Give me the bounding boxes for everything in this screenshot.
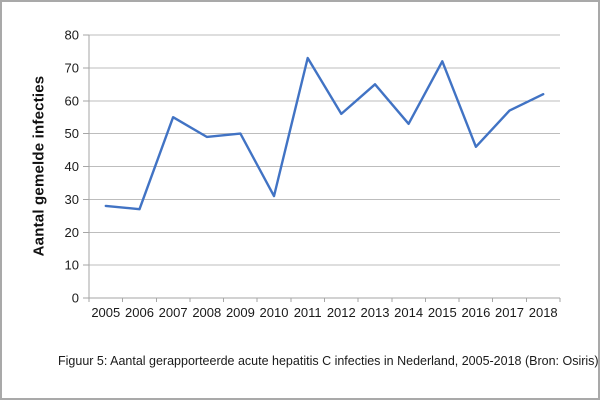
x-tick-label: 2016 (461, 305, 490, 320)
figure-caption: Figuur 5: Aantal gerapporteerde acute he… (58, 354, 599, 368)
x-tick-label: 2005 (91, 305, 120, 320)
y-tick-label: 50 (65, 126, 79, 141)
x-tick-label: 2008 (192, 305, 221, 320)
x-tick-label: 2011 (294, 305, 322, 320)
y-tick-label: 70 (65, 60, 79, 75)
y-tick-label: 30 (65, 192, 79, 207)
x-tick-label: 2010 (260, 305, 289, 320)
y-tick-label: 10 (65, 258, 79, 273)
data-line (104, 56, 545, 211)
y-tick-label: 20 (65, 225, 79, 240)
x-tick-label: 2009 (226, 305, 255, 320)
x-tick-label: 2012 (327, 305, 356, 320)
x-tick-label: 2018 (529, 305, 558, 320)
y-tick-label: 0 (72, 291, 79, 306)
x-tick-label: 2014 (394, 305, 423, 320)
x-tick-label: 2007 (159, 305, 188, 320)
x-tick-label: 2006 (125, 305, 154, 320)
y-axis-title: Aantal gemelde infecties (30, 75, 48, 257)
x-tick-label: 2017 (495, 305, 524, 320)
y-tick-label: 40 (65, 159, 79, 174)
y-tick-label: 80 (65, 28, 79, 43)
x-tick-label: 2013 (361, 305, 390, 320)
y-tick-label: 60 (65, 93, 79, 108)
x-tick-label: 2015 (428, 305, 457, 320)
